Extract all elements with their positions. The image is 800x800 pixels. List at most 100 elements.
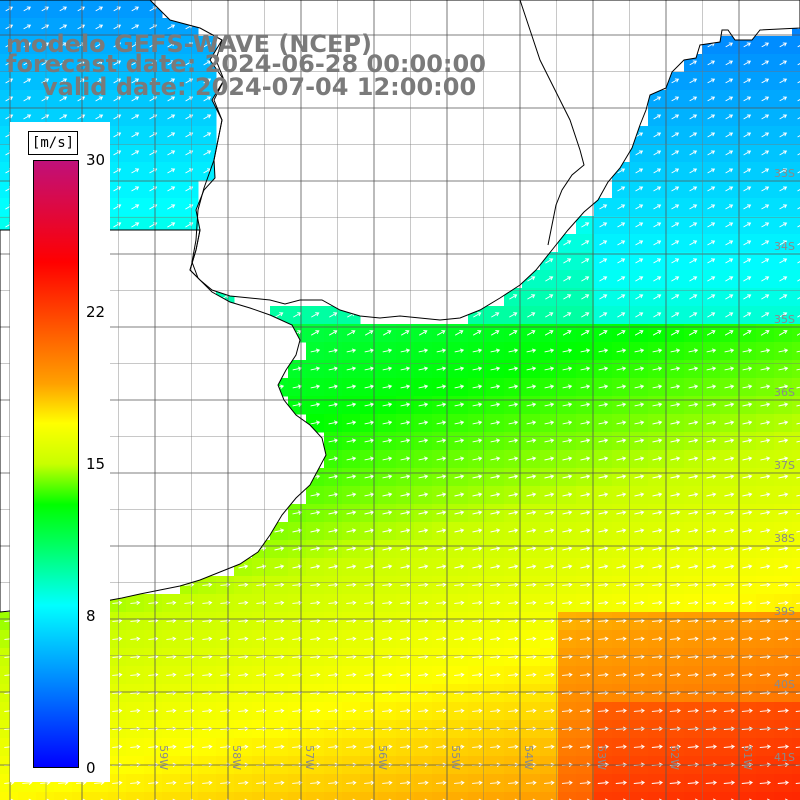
wind-arrow — [167, 186, 176, 192]
wind-arrow — [508, 690, 519, 696]
wind-arrow — [634, 456, 645, 461]
wind-arrow — [113, 222, 122, 228]
wind-arrow — [759, 780, 772, 786]
wind-cell — [180, 792, 199, 800]
wind-arrow — [544, 690, 555, 696]
wind-arrow — [597, 708, 609, 714]
wind-arrow — [725, 42, 734, 48]
wind-arrow — [472, 690, 483, 696]
wind-arrow — [472, 366, 483, 371]
wind-arrow — [203, 96, 212, 102]
latitude-label: 37S — [774, 459, 795, 472]
wind-arrow — [634, 510, 645, 515]
wind-cell — [792, 306, 800, 325]
wind-arrow — [598, 618, 609, 624]
wind-arrow — [779, 168, 788, 174]
wind-cell — [432, 792, 451, 800]
wind-arrow — [652, 510, 663, 515]
wind-arrow — [635, 132, 644, 138]
wind-arrow — [310, 402, 321, 407]
wind-arrow — [472, 456, 483, 461]
wind-arrow — [795, 782, 800, 784]
wind-arrow — [292, 636, 303, 642]
wind-arrow — [580, 546, 591, 551]
wind-arrow — [59, 78, 68, 84]
wind-cell — [792, 324, 800, 343]
wind-arrow — [131, 150, 140, 156]
wind-arrow — [797, 171, 800, 174]
wind-arrow — [382, 564, 393, 569]
wind-arrow — [742, 384, 753, 389]
longitude-label: 55W — [449, 745, 462, 770]
wind-cell — [360, 792, 379, 800]
wind-arrow — [562, 348, 573, 353]
wind-cell — [792, 36, 800, 55]
wind-cell — [792, 522, 800, 541]
wind-arrow — [346, 582, 357, 588]
wind-arrow — [544, 510, 555, 515]
wind-cell — [792, 360, 800, 379]
wind-cell — [792, 270, 800, 289]
wind-arrow — [526, 690, 537, 696]
wind-cell — [72, 792, 91, 800]
wind-arrow — [778, 546, 789, 551]
wind-arrow — [400, 582, 411, 588]
wind-arrow — [310, 528, 321, 533]
wind-cell — [792, 576, 800, 595]
wind-arrow — [640, 798, 645, 800]
wind-arrow — [742, 582, 753, 588]
wind-arrow — [310, 708, 321, 714]
wind-arrow — [688, 348, 699, 353]
wind-arrow — [508, 780, 519, 786]
wind-arrow — [544, 492, 555, 497]
wind-arrow — [687, 672, 699, 678]
wind-arrow — [238, 600, 249, 606]
wind-arrow — [526, 636, 537, 642]
wind-arrow — [382, 348, 393, 353]
wind-arrow — [490, 564, 501, 569]
wind-arrow — [202, 744, 213, 750]
wind-arrow — [562, 474, 573, 479]
wind-arrow — [670, 420, 681, 425]
wind-cell — [684, 792, 703, 800]
wind-arrow — [598, 510, 609, 515]
wind-arrow — [616, 546, 627, 551]
wind-arrow — [670, 582, 681, 588]
wind-arrow — [761, 258, 770, 264]
wind-arrow — [687, 708, 699, 714]
wind-arrow — [635, 240, 644, 246]
wind-arrow — [454, 708, 465, 714]
wind-arrow — [95, 42, 104, 48]
wind-arrow — [526, 528, 537, 533]
wind-arrow — [796, 602, 800, 604]
wind-arrow — [238, 744, 249, 750]
wind-arrow — [669, 672, 681, 678]
wind-arrow — [725, 132, 734, 138]
wind-arrow — [95, 24, 104, 30]
wind-arrow — [382, 402, 393, 407]
wind-arrow — [777, 780, 790, 786]
wind-arrow — [400, 510, 411, 515]
wind-arrow — [382, 510, 393, 515]
colorbar-unit: [m/s] — [31, 135, 75, 151]
wind-arrow — [742, 600, 753, 606]
longitude-label: 58W — [230, 745, 243, 770]
wind-cell — [792, 90, 800, 109]
wind-arrow — [707, 150, 716, 156]
wind-cell — [108, 792, 127, 800]
wind-arrow — [544, 618, 555, 624]
wind-arrow — [676, 798, 681, 800]
wind-arrow — [688, 564, 699, 569]
wind-arrow — [346, 600, 357, 606]
wind-arrow — [670, 546, 681, 551]
wind-arrow — [598, 366, 609, 371]
wind-cell — [720, 792, 739, 800]
wind-arrow — [743, 168, 752, 174]
wind-arrow — [148, 690, 159, 696]
wind-arrow — [761, 150, 770, 156]
wind-arrow — [472, 546, 483, 551]
wind-arrow — [562, 456, 573, 461]
wind-arrow — [400, 456, 411, 461]
wind-cell — [450, 792, 469, 800]
wind-arrow — [382, 636, 393, 642]
